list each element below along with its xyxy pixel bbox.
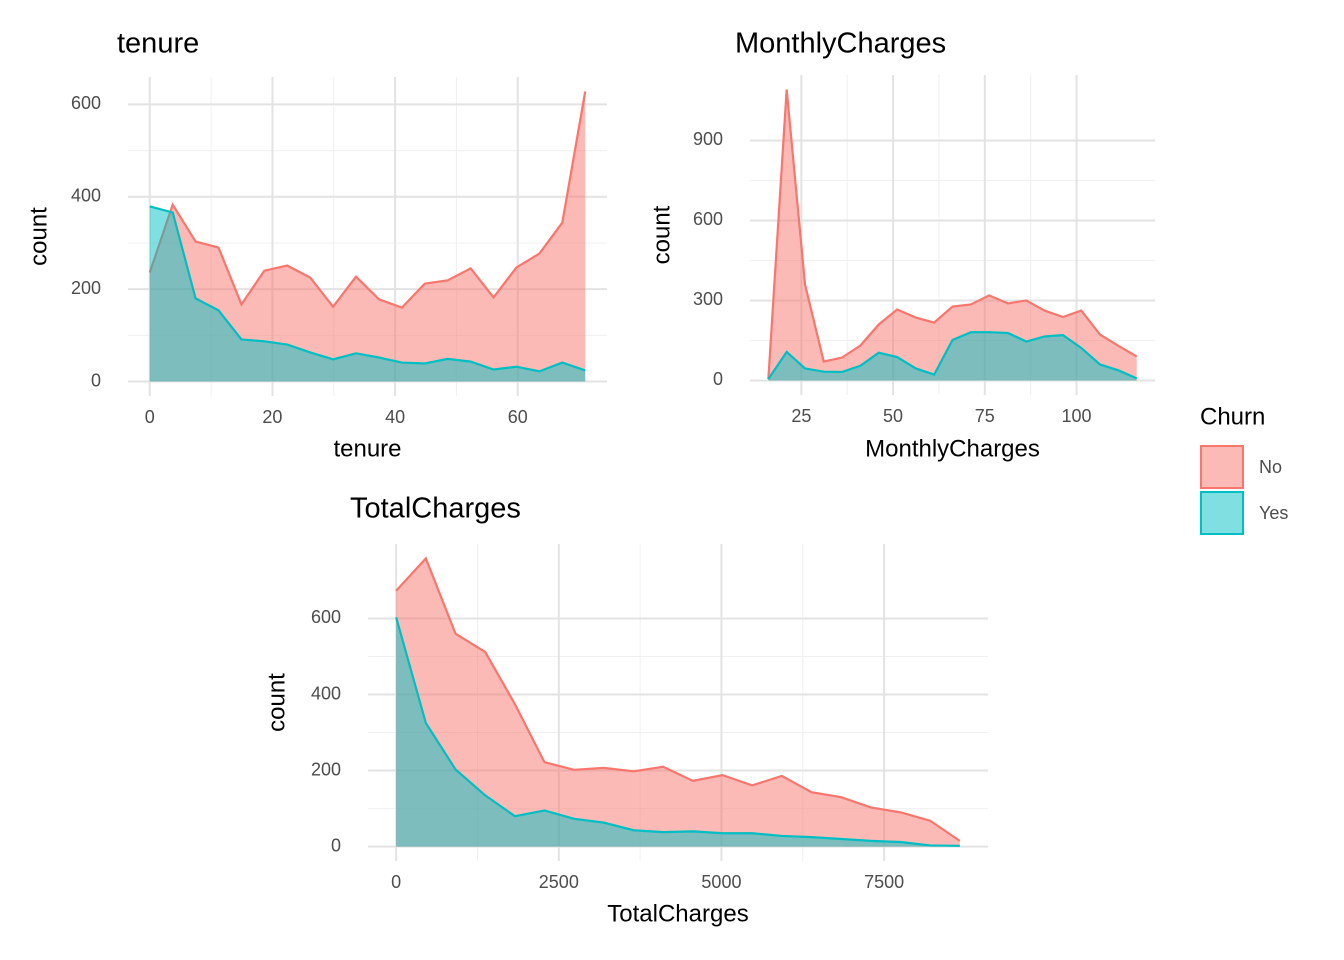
- area: [149, 206, 586, 382]
- line: [395, 556, 961, 842]
- y-tick-label: 600: [71, 93, 101, 113]
- legend-label: No: [1259, 457, 1282, 477]
- y-axis-title: count: [25, 207, 52, 266]
- y-axis-title: count: [263, 673, 290, 732]
- x-tick-label: 75: [975, 406, 995, 426]
- x-tick-label: 0: [391, 872, 401, 892]
- y-axis-title: count: [648, 205, 675, 264]
- y-tick-label: 0: [713, 369, 723, 389]
- x-axis-title: MonthlyCharges: [865, 435, 1040, 462]
- x-tick-label: 100: [1061, 406, 1091, 426]
- legend-key: [1200, 491, 1244, 535]
- line: [148, 91, 587, 309]
- x-tick-label: 5000: [701, 872, 741, 892]
- y-tick-label: 600: [311, 607, 341, 627]
- area: [768, 89, 1137, 381]
- chart-title: TotalCharges: [350, 493, 521, 525]
- x-axis-title: TotalCharges: [607, 900, 748, 927]
- chart-title: tenure: [117, 28, 199, 60]
- line: [149, 205, 586, 373]
- line: [395, 617, 960, 847]
- y-tick-label: 600: [693, 209, 723, 229]
- area: [149, 91, 586, 382]
- y-tick-label: 300: [693, 289, 723, 309]
- x-tick-label: 50: [883, 406, 903, 426]
- x-axis-title: tenure: [333, 435, 401, 462]
- y-tick-label: 0: [91, 370, 101, 390]
- x-tick-label: 0: [145, 407, 155, 427]
- legend-label: Yes: [1259, 503, 1288, 523]
- legend-title: Churn: [1200, 403, 1265, 430]
- area: [396, 558, 960, 847]
- x-tick-label: 40: [385, 407, 405, 427]
- y-tick-label: 0: [331, 835, 341, 855]
- x-tick-label: 7500: [864, 872, 904, 892]
- y-tick-label: 200: [71, 278, 101, 298]
- area: [396, 617, 960, 847]
- chart-title: MonthlyCharges: [735, 28, 946, 60]
- y-tick-label: 400: [71, 186, 101, 206]
- line: [767, 331, 1138, 380]
- line: [767, 89, 1138, 380]
- y-tick-label: 400: [311, 683, 341, 703]
- x-tick-label: 2500: [539, 872, 579, 892]
- x-tick-label: 60: [508, 407, 528, 427]
- area: [768, 332, 1137, 381]
- y-tick-label: 900: [693, 129, 723, 149]
- y-tick-label: 200: [311, 759, 341, 779]
- x-tick-label: 20: [262, 407, 282, 427]
- x-tick-label: 25: [791, 406, 811, 426]
- legend-key: [1200, 445, 1244, 489]
